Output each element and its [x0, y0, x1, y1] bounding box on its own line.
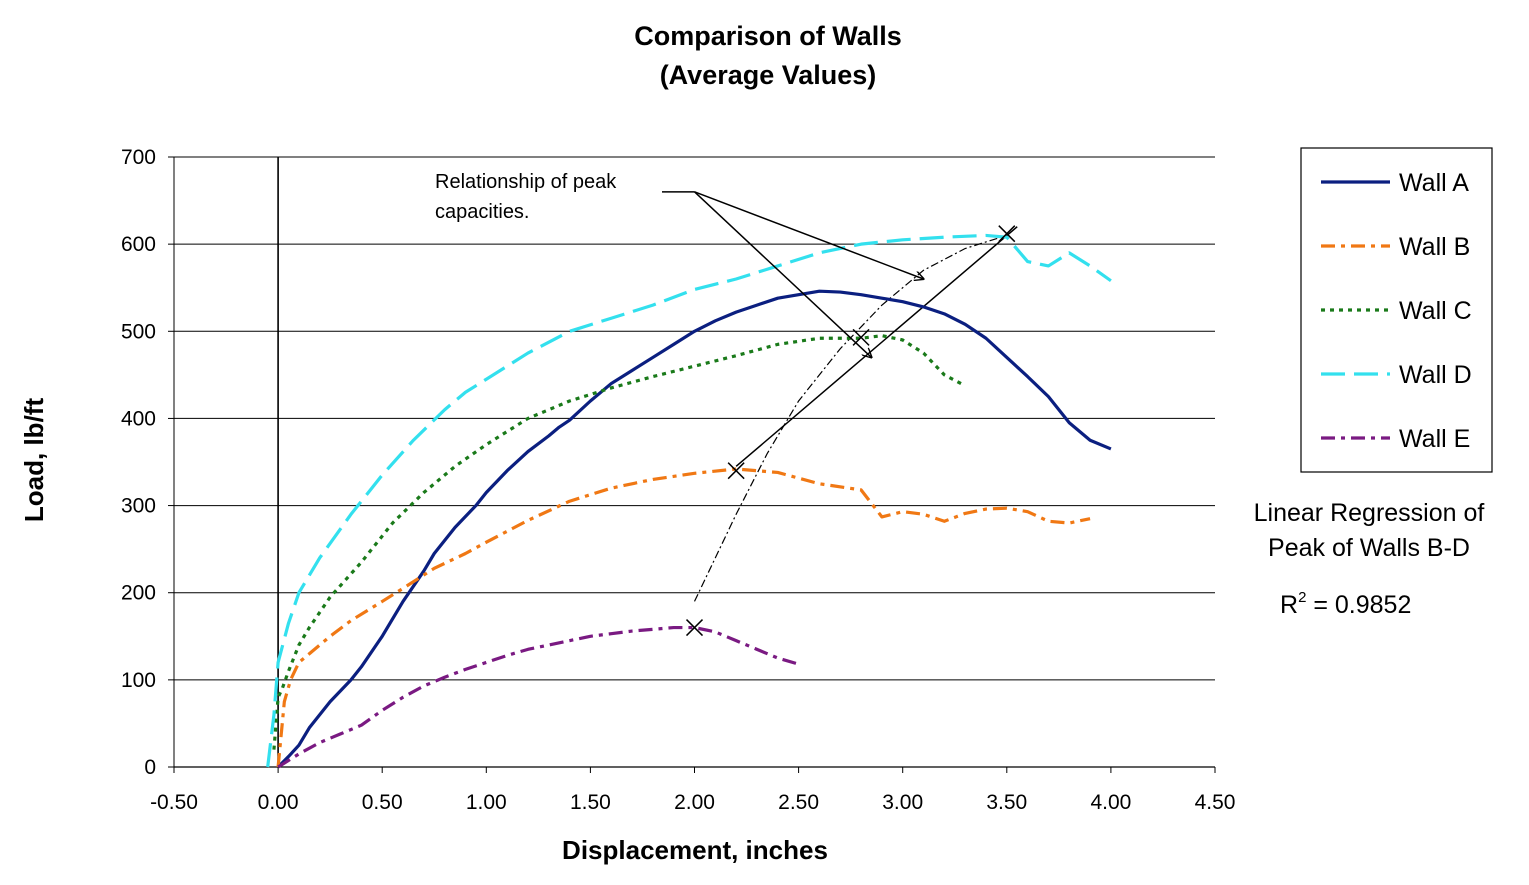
- peak-trend-curve: [693, 234, 1007, 602]
- peak-marker: [998, 225, 1016, 243]
- y-tick-label: 500: [121, 320, 156, 343]
- axes: [173, 157, 1216, 773]
- x-tick-label: 3.50: [986, 791, 1027, 814]
- chart-title: Comparison of Walls: [634, 21, 902, 51]
- r-squared-value: = 0.9852: [1306, 591, 1411, 619]
- r-squared-label: R2 = 0.9852: [1280, 589, 1411, 619]
- r-squared-exponent: 2: [1298, 589, 1306, 606]
- peak-trend-lines: [693, 226, 1018, 602]
- series-line-wall-e: [277, 625, 800, 769]
- legend-label-wall-e: Wall E: [1399, 425, 1470, 453]
- x-tick-label: 2.50: [778, 791, 819, 814]
- x-tick-label: 4.00: [1090, 791, 1131, 814]
- series-line-wall-c: [272, 334, 962, 750]
- peak-marker: [727, 462, 745, 480]
- x-tick-label: 1.50: [570, 791, 611, 814]
- regression-line: [735, 226, 1018, 467]
- y-axis-title: Load, lb/ft: [19, 398, 49, 523]
- y-tick-label: 400: [121, 407, 156, 430]
- legend-label-wall-b: Wall B: [1399, 233, 1470, 261]
- gridlines: [168, 156, 1215, 768]
- y-tick-label: 700: [121, 146, 156, 169]
- legend-label-wall-c: Wall C: [1399, 297, 1472, 325]
- annotation-arrow: [694, 191, 924, 279]
- y-tick-label: 100: [121, 669, 156, 692]
- peak-markers: [685, 225, 1016, 637]
- x-tick-label: 0.50: [362, 791, 403, 814]
- legend-label-wall-d: Wall D: [1399, 361, 1472, 389]
- chart-subtitle: (Average Values): [660, 60, 877, 90]
- x-tick-label: -0.50: [150, 791, 198, 814]
- x-tick-label: 2.00: [674, 791, 715, 814]
- y-tick-label: 300: [121, 495, 156, 518]
- y-tick-label: 0: [144, 756, 156, 779]
- series-lines: [266, 233, 1112, 769]
- x-tick-label: 4.50: [1195, 791, 1236, 814]
- x-tick-label: 1.00: [466, 791, 507, 814]
- x-axis-title: Displacement, inches: [562, 835, 828, 865]
- regression-note-line-1: Linear Regression of: [1254, 499, 1485, 527]
- series-line-wall-a: [276, 289, 1112, 769]
- legend-label-wall-a: Wall A: [1399, 169, 1469, 197]
- regression-note-line-2: Peak of Walls B-D: [1268, 534, 1470, 562]
- y-tick-label: 600: [121, 233, 156, 256]
- r-squared-r: R: [1280, 591, 1298, 619]
- annotation-line-2: capacities.: [435, 201, 530, 223]
- y-tick-labels: 0 100 200 300 400 500 600 700: [121, 146, 156, 779]
- x-tick-label: 0.00: [258, 791, 299, 814]
- annotation-line-1: Relationship of peak: [435, 171, 617, 193]
- peak-marker: [685, 619, 704, 637]
- series-line-wall-b: [276, 467, 1091, 768]
- legend: Wall A Wall B Wall C Wall D Wall E: [1321, 169, 1472, 453]
- y-tick-label: 200: [121, 582, 156, 605]
- x-tick-label: 3.00: [882, 791, 923, 814]
- annotation-arrow: [693, 191, 872, 358]
- annotation-arrows: [662, 191, 924, 358]
- x-tick-labels: -0.50 0.00 0.50 1.00 1.50 2.00 2.50 3.00 3.50 4.0…: [150, 791, 1235, 814]
- series-line-wall-d: [266, 233, 1112, 768]
